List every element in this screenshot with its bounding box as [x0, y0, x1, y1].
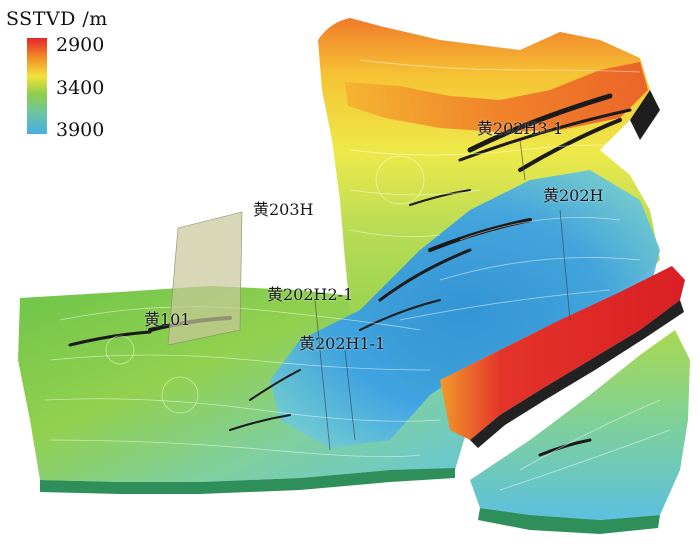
legend-tick-3400: 3400 [56, 77, 105, 99]
contour-lines [44, 59, 671, 491]
north-block-side [630, 90, 660, 140]
well-label-huang-202h1-1: 黄202H1-1 [299, 334, 386, 353]
north-high-zone [345, 62, 648, 132]
legend-tick-3900: 3900 [56, 119, 105, 141]
legend-title: SSTVD /m [6, 8, 108, 30]
red-block-scarp [470, 300, 684, 448]
west-block-side [40, 468, 455, 494]
red-thrust-block [440, 266, 685, 440]
well-label-huang-202h: 黄202H [543, 186, 604, 205]
well-label-huang-203h: 黄203H [253, 200, 314, 219]
well-label-huang-202h3-1: 黄202H3-1 [477, 119, 564, 138]
well-section-plane [167, 211, 243, 346]
southeast-block-side [478, 508, 660, 534]
legend-tick-2900: 2900 [56, 34, 105, 56]
depth-colorbar [27, 38, 47, 134]
southeast-block [470, 330, 690, 520]
well-trajectories [314, 139, 571, 451]
well-label-huang-202h2-1: 黄202H2-1 [267, 285, 354, 304]
well-label-huang-101: 黄101 [144, 310, 191, 329]
